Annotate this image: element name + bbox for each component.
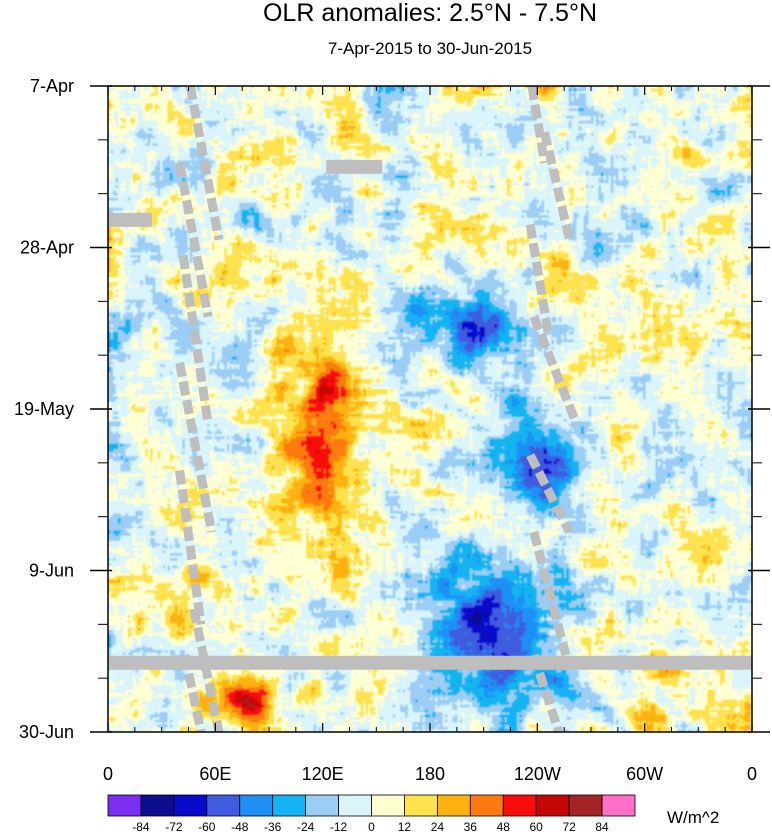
missing-data-streak — [529, 315, 581, 427]
colorbar-label: 24 — [431, 820, 445, 834]
missing-data-streak — [180, 654, 206, 733]
x-tick-label: 0 — [103, 764, 113, 784]
colorbar-label: 84 — [595, 820, 609, 834]
colorbar-swatch — [601, 794, 636, 817]
colorbar-swatch — [206, 794, 241, 817]
missing-data-streak — [529, 653, 564, 734]
missing-data-streak — [175, 362, 217, 533]
colorbar-swatch — [107, 794, 142, 817]
colorbar-swatch — [338, 794, 372, 817]
colorbar-label: -84 — [132, 820, 150, 834]
missing-data-streak — [175, 469, 206, 625]
colorbar-label: 36 — [464, 820, 478, 834]
colorbar-label: 72 — [562, 820, 576, 834]
x-tick-label: 120W — [514, 764, 561, 784]
missing-data-streak — [526, 453, 574, 535]
colorbar-label: -36 — [264, 820, 282, 834]
colorbar-label: -72 — [165, 820, 183, 834]
y-tick-label: 30-Jun — [19, 722, 74, 742]
x-tick-label: 60W — [626, 764, 663, 784]
missing-data-patch — [326, 159, 383, 174]
x-axis: 0 60E 120E 180 120W 60W 0 — [103, 86, 757, 784]
colorbar-swatch — [568, 794, 603, 817]
y-tick-label: 28-Apr — [20, 238, 74, 258]
colorbar-label: -60 — [198, 820, 216, 834]
colorbar-label: -48 — [231, 820, 249, 834]
y-tick-label: 9-Jun — [29, 561, 74, 581]
missing-data-streak — [529, 530, 571, 657]
heatmap-area — [108, 85, 752, 734]
x-tick-label: 60E — [199, 764, 231, 784]
colorbar-label: -12 — [330, 820, 348, 834]
colorbar-label: 60 — [530, 820, 544, 834]
colorbar-units: W/m^2 — [667, 808, 719, 827]
x-tick-label: 120E — [302, 764, 344, 784]
x-tick-label: 180 — [415, 764, 445, 784]
chart-title: OLR anomalies: 2.5°N - 7.5°N — [263, 0, 597, 27]
colorbar-label: 48 — [497, 820, 511, 834]
colorbar-swatch — [436, 794, 471, 817]
y-axis: 7-Apr 28-Apr 19-May 9-Jun 30-Jun — [14, 76, 770, 742]
olr-anomaly-field — [108, 86, 752, 732]
colorbar-swatch — [239, 794, 274, 817]
missing-data-streak — [178, 254, 213, 426]
missing-data-row — [108, 655, 752, 670]
y-tick-label: 19-May — [14, 399, 74, 419]
colorbar-label: 0 — [368, 820, 375, 834]
colorbar-swatch — [305, 794, 339, 817]
colorbar: -84 -72 -60 -48 -36 -24 -12 0 12 24 36 48 60 72 84 — [107, 794, 636, 834]
missing-data-patch — [108, 212, 152, 227]
colorbar-swatch — [173, 794, 208, 817]
colorbar-swatch — [371, 794, 405, 817]
missing-data-layer — [108, 85, 752, 734]
colorbar-swatch — [469, 794, 504, 817]
chart-subtitle: 7-Apr-2015 to 30-Jun-2015 — [328, 39, 532, 58]
colorbar-label: -24 — [297, 820, 315, 834]
colorbar-swatch — [502, 794, 537, 817]
missing-data-streak — [175, 162, 213, 318]
colorbar-swatch — [140, 794, 175, 817]
x-tick-label: 0 — [747, 764, 757, 784]
missing-data-streak — [527, 85, 549, 164]
colorbar-swatch — [404, 794, 438, 817]
colorbar-label: 12 — [398, 820, 412, 834]
colorbar-swatch — [272, 794, 307, 817]
missing-data-streak — [189, 608, 224, 733]
missing-data-streak — [185, 85, 224, 241]
colorbar-swatch — [535, 794, 570, 817]
y-tick-label: 7-Apr — [30, 76, 74, 96]
